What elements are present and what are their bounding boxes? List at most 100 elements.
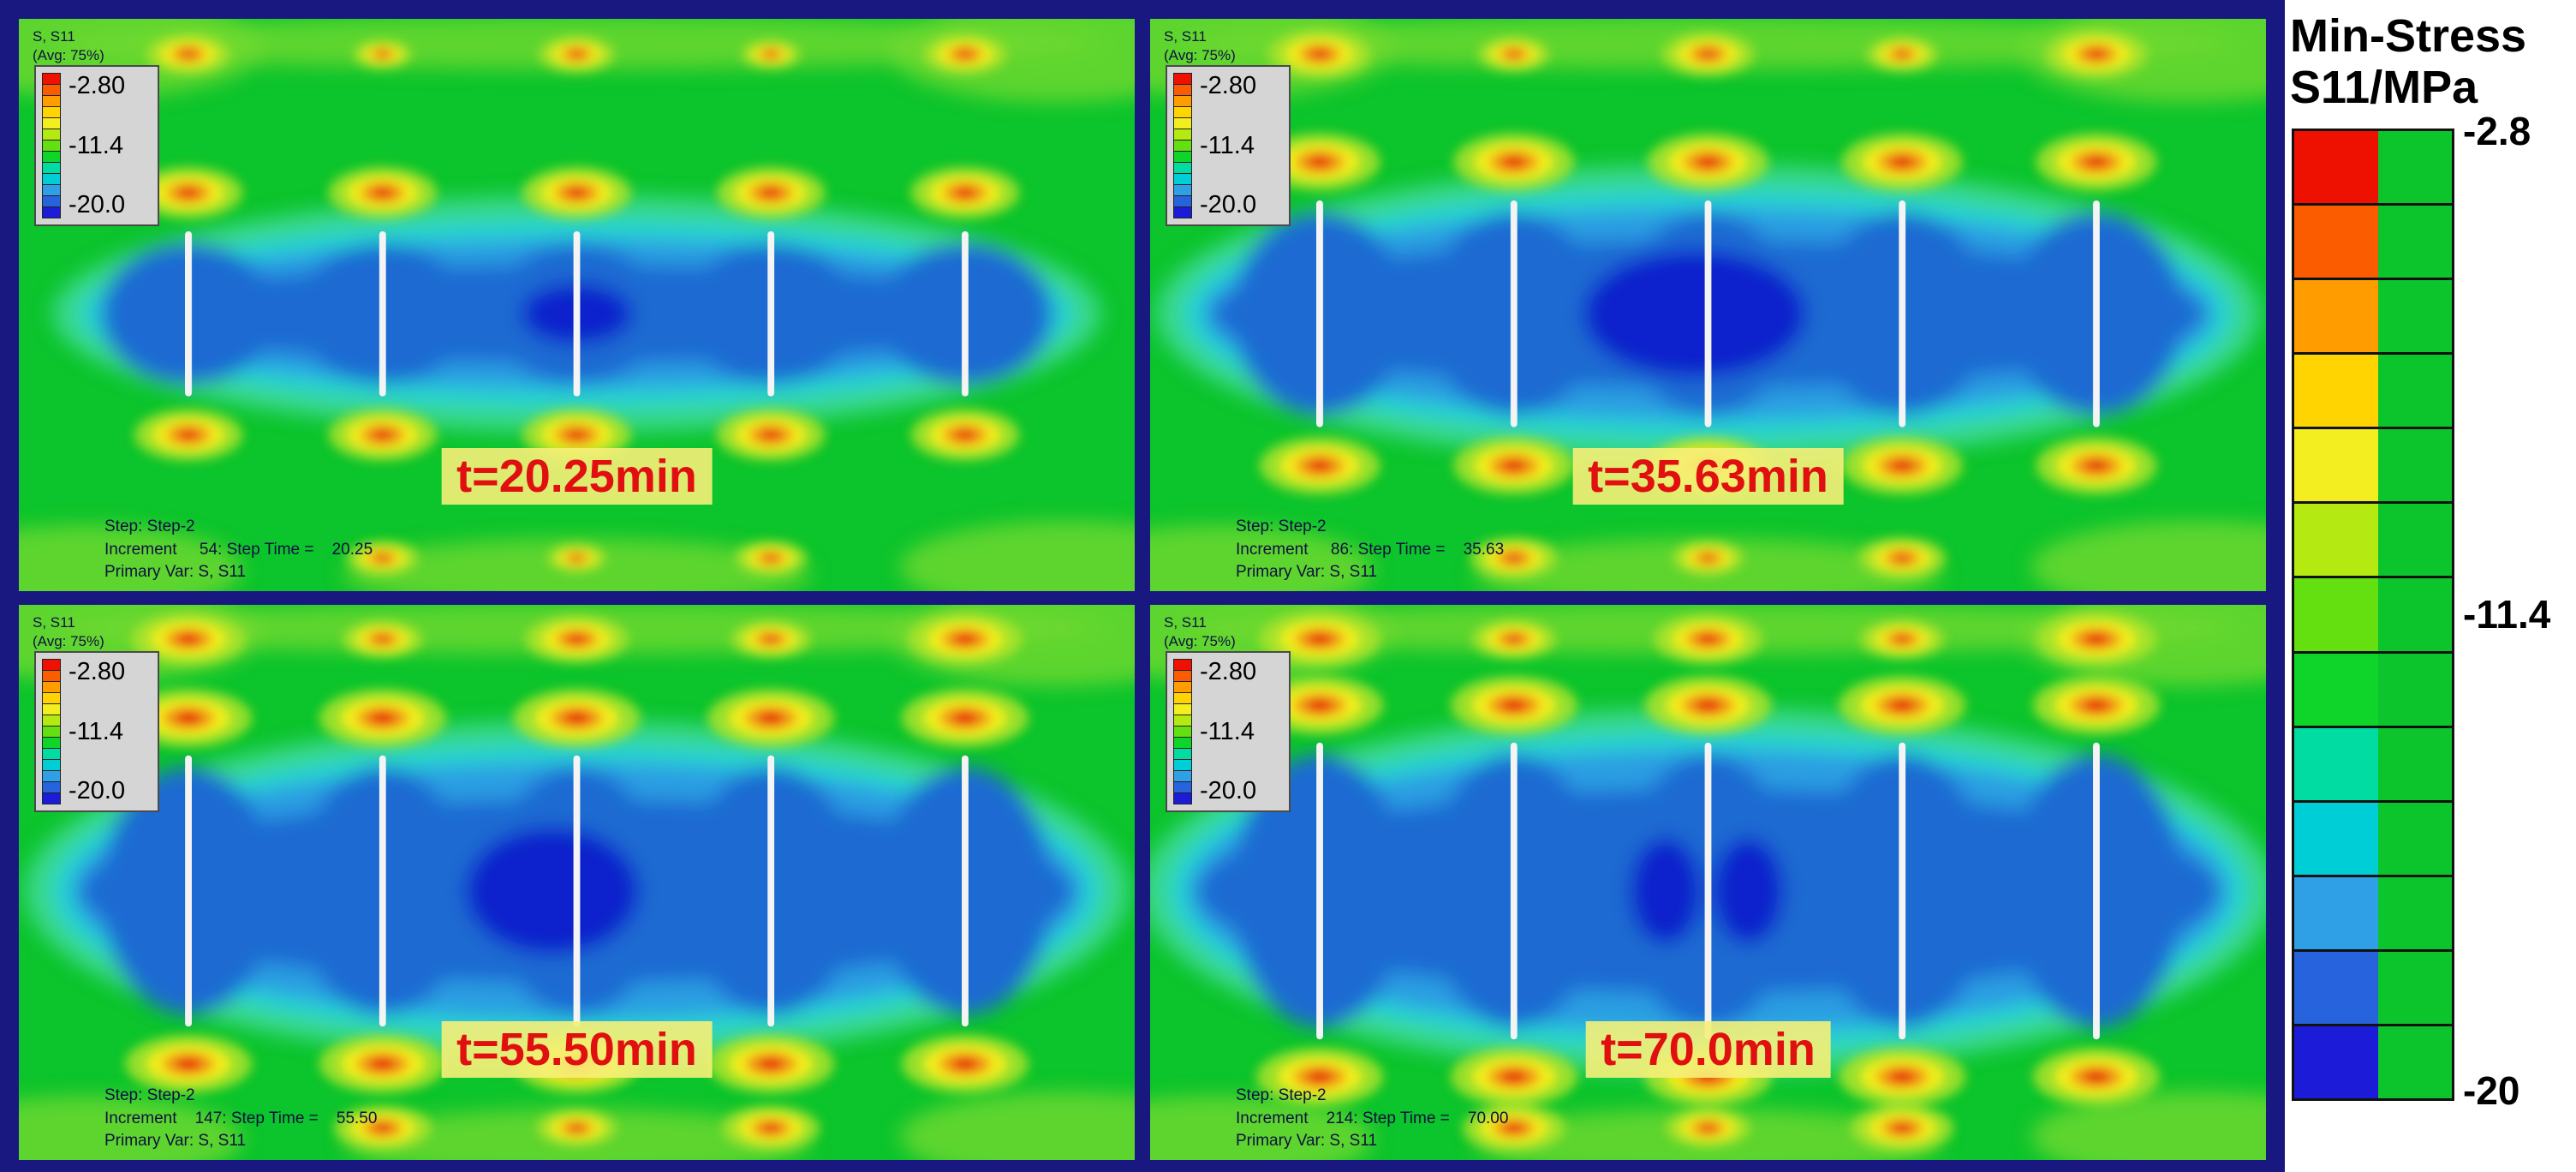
spectrum-cell — [1174, 738, 1191, 749]
legend-value: -11.4 — [1200, 131, 1255, 159]
spectrum-cell — [1174, 782, 1191, 793]
colorbar-title: Min-Stress S11/MPa — [2290, 10, 2526, 114]
stress-contour-plot — [19, 19, 1135, 591]
spectrum-cell — [43, 727, 60, 738]
colorbar-segment — [2294, 653, 2452, 728]
spectrum-cell — [1174, 660, 1191, 671]
time-annotation: t=55.50min — [441, 1021, 713, 1078]
spectrum-cell — [43, 118, 60, 129]
legend-value: -11.4 — [69, 131, 123, 159]
spectrum-cell — [1174, 704, 1191, 715]
stress-contour-plot — [1150, 19, 2266, 591]
colorbar-segment-color — [2294, 727, 2378, 800]
increment-line: Increment 54: Step Time = 20.25 — [104, 540, 373, 559]
spectrum-cell — [43, 760, 60, 771]
colorbar-tick-label: -20 — [2463, 1068, 2520, 1113]
spectrum-cell — [43, 85, 60, 96]
panel-colorbar-values: -2.80 -11.4 -20.0 — [1200, 659, 1283, 804]
colorbar-segment — [2294, 876, 2452, 952]
colorbar-segment — [2294, 802, 2452, 877]
spectrum-cell — [1174, 196, 1191, 207]
step-info: Step: Step-2 Increment 214: Step Time = … — [1236, 1085, 1508, 1153]
legend-value: -2.80 — [1200, 72, 1257, 99]
contour-panel-4: S, S11 (Avg: 75%) -2.80 -11.4 -20.0 t=70… — [1150, 605, 2266, 1160]
step-name-line: Step: Step-2 — [1236, 517, 1327, 536]
colorbar-segment — [2294, 1026, 2452, 1099]
spectrum-cell — [1174, 671, 1191, 682]
colorbar-segment-color — [2294, 1026, 2378, 1099]
averaging-label: (Avg: 75%) — [33, 47, 104, 64]
spectrum-cell — [1174, 682, 1191, 693]
panel-colorbar-values: -2.80 -11.4 -20.0 — [1200, 73, 1283, 218]
legend-value: -2.80 — [69, 72, 126, 99]
spectrum-cell — [43, 174, 60, 185]
variable-name: S, S11 — [33, 614, 75, 631]
spectrum-cell — [43, 671, 60, 682]
spectrum-cell — [43, 74, 60, 85]
panel-colorbar-values: -2.80 -11.4 -20.0 — [69, 73, 152, 218]
colorbar-segment-color — [2294, 578, 2378, 651]
colorbar-segment-color — [2294, 876, 2378, 949]
spectrum-cell — [1174, 96, 1191, 107]
field-variable-label: S, S11 (Avg: 75%) — [1164, 613, 1236, 651]
primary-var-line: Primary Var: S, S11 — [1236, 1132, 1378, 1151]
contour-panel-3: S, S11 (Avg: 75%) -2.80 -11.4 -20.0 t=55… — [19, 605, 1135, 1160]
panel-colorbar-values: -2.80 -11.4 -20.0 — [69, 659, 152, 804]
spectrum-cell — [43, 682, 60, 693]
spectrum-cell — [1174, 715, 1191, 727]
spectrum-cell — [1174, 749, 1191, 760]
step-info: Step: Step-2 Increment 147: Step Time = … — [104, 1085, 377, 1153]
colorbar-segment-color — [2294, 504, 2378, 577]
panel-colorbar-spectrum — [42, 73, 61, 218]
colorbar-segment — [2294, 951, 2452, 1026]
spectrum-cell — [43, 704, 60, 715]
variable-name: S, S11 — [1164, 28, 1207, 45]
contour-panel-1: S, S11 (Avg: 75%) -2.80 -11.4 -20.0 t=20… — [19, 19, 1135, 591]
colorbar-title-line1: Min-Stress — [2290, 10, 2527, 62]
colorbar-segment-color — [2294, 280, 2378, 353]
colorbar-segment — [2294, 280, 2452, 356]
legend-value: -11.4 — [69, 717, 123, 745]
spectrum-cell — [1174, 118, 1191, 129]
legend-value: -11.4 — [1200, 717, 1255, 745]
spectrum-cell — [1174, 163, 1191, 174]
spectrum-cell — [1174, 129, 1191, 141]
colorbar-segment — [2294, 578, 2452, 654]
spectrum-cell — [43, 693, 60, 704]
spectrum-cell — [43, 129, 60, 141]
spectrum-cell — [1174, 760, 1191, 771]
contour-panel-2: S, S11 (Avg: 75%) -2.80 -11.4 -20.0 t=35… — [1150, 19, 2266, 591]
spectrum-cell — [43, 771, 60, 782]
colorbar-segment-color — [2294, 355, 2378, 428]
colorbar-segment — [2294, 429, 2452, 505]
colorbar-segment — [2294, 206, 2452, 281]
step-name-line: Step: Step-2 — [104, 517, 195, 536]
stress-hotspots — [134, 33, 1020, 576]
step-name-line: Step: Step-2 — [1236, 1086, 1327, 1105]
colorbar-segment-color — [2294, 429, 2378, 502]
averaging-label: (Avg: 75%) — [1164, 47, 1236, 64]
colorbar-segment — [2294, 131, 2452, 206]
field-variable-label: S, S11 (Avg: 75%) — [33, 613, 104, 651]
stress-contour-plot — [19, 605, 1135, 1160]
primary-var-line: Primary Var: S, S11 — [104, 563, 247, 582]
colorbar-tick-label: -11.4 — [2463, 592, 2551, 637]
colorbar-segment — [2294, 504, 2452, 579]
colorbar-segment-color — [2294, 131, 2378, 204]
legend-value: -2.80 — [1200, 658, 1257, 685]
fracture-lines — [1316, 200, 2100, 428]
spectrum-cell — [43, 185, 60, 196]
spectrum-cell — [43, 782, 60, 793]
legend-value: -2.80 — [69, 658, 126, 685]
spectrum-cell — [43, 107, 60, 118]
spectrum-cell — [43, 660, 60, 671]
legend-value: -20.0 — [69, 191, 126, 218]
legend-value: -20.0 — [69, 777, 126, 804]
step-name-line: Step: Step-2 — [104, 1086, 195, 1105]
stress-hotspots — [1259, 29, 2157, 579]
fracture-lines — [185, 755, 969, 1027]
panel-colorbar: -2.80 -11.4 -20.0 — [1166, 65, 1291, 226]
fracture-lines — [185, 230, 969, 397]
field-variable-label: S, S11 (Avg: 75%) — [1164, 27, 1236, 65]
colorbar-segment-color — [2294, 951, 2378, 1024]
